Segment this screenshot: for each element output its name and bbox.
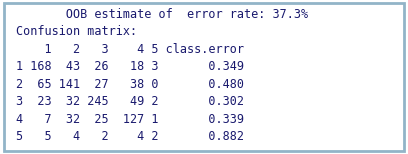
Text: OOB estimate of  error rate: 37.3%
Confusion matrix:
    1   2   3    4 5 class.: OOB estimate of error rate: 37.3% Confus…: [16, 8, 308, 143]
